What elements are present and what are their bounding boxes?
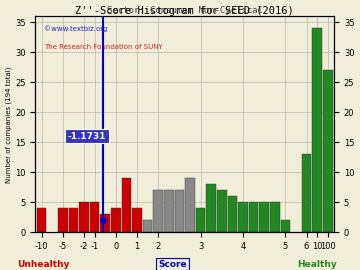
Bar	[196, 208, 205, 232]
Bar	[302, 154, 311, 232]
Bar	[132, 208, 142, 232]
Text: Healthy: Healthy	[297, 260, 337, 269]
Bar	[217, 190, 226, 232]
Bar	[153, 190, 163, 232]
Bar	[238, 202, 248, 232]
Bar	[206, 184, 216, 232]
Bar	[90, 202, 99, 232]
Bar	[122, 178, 131, 232]
Bar	[270, 202, 279, 232]
Bar	[323, 70, 333, 232]
Bar	[37, 208, 46, 232]
Text: The Research Foundation of SUNY: The Research Foundation of SUNY	[44, 44, 163, 50]
Title: Z''-Score Histogram for SEED (2016): Z''-Score Histogram for SEED (2016)	[75, 6, 294, 16]
Bar	[164, 190, 174, 232]
Bar	[111, 208, 121, 232]
Bar	[175, 190, 184, 232]
Bar	[249, 202, 258, 232]
Text: Score: Score	[158, 260, 187, 269]
Bar	[185, 178, 195, 232]
Bar	[100, 214, 110, 232]
Bar	[312, 28, 322, 232]
Text: Sector: Consumer Non-Cyclical: Sector: Consumer Non-Cyclical	[107, 6, 262, 15]
Bar	[79, 202, 89, 232]
Bar	[58, 208, 68, 232]
Text: ©www.textbiz.org: ©www.textbiz.org	[44, 25, 108, 32]
Text: -1.1731: -1.1731	[68, 132, 106, 141]
Bar	[280, 220, 290, 232]
Bar	[143, 220, 152, 232]
Text: Unhealthy: Unhealthy	[17, 260, 69, 269]
Bar	[228, 196, 237, 232]
Bar	[259, 202, 269, 232]
Bar	[68, 208, 78, 232]
Y-axis label: Number of companies (194 total): Number of companies (194 total)	[5, 66, 12, 183]
